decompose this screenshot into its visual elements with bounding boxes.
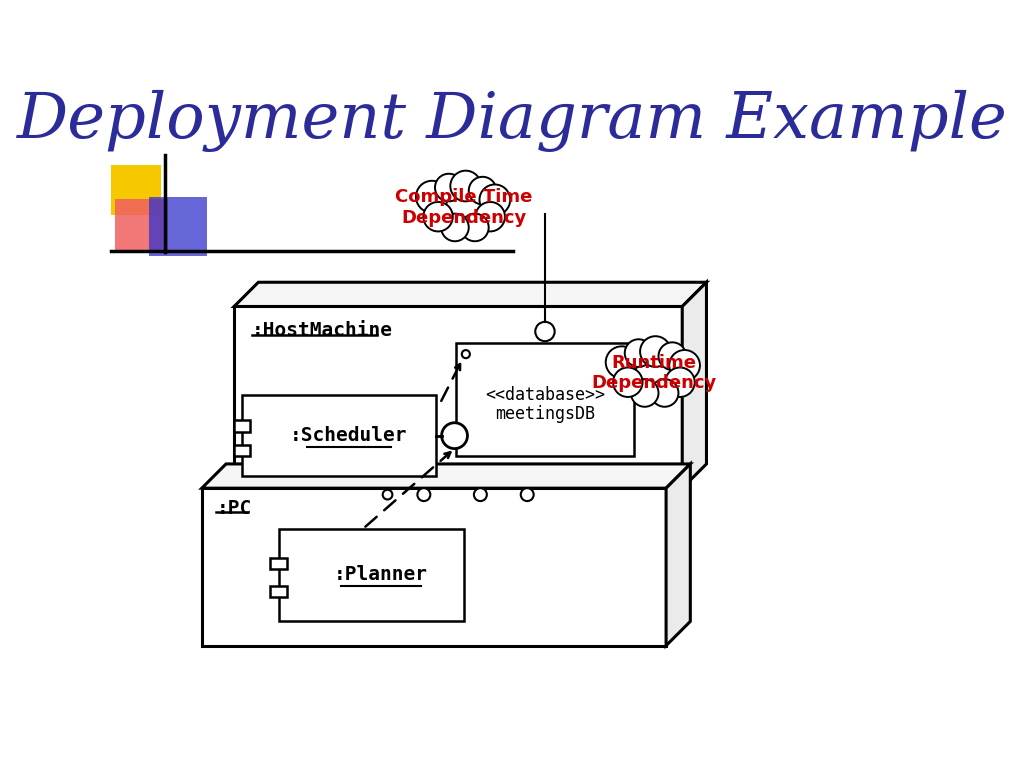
Circle shape <box>383 490 392 499</box>
Circle shape <box>613 368 642 397</box>
Circle shape <box>670 350 700 381</box>
Circle shape <box>451 170 481 201</box>
Polygon shape <box>270 558 287 570</box>
Circle shape <box>606 346 638 378</box>
Circle shape <box>441 422 468 449</box>
Polygon shape <box>456 343 634 456</box>
Polygon shape <box>234 306 682 488</box>
Text: Runtime
Dependency: Runtime Dependency <box>591 353 717 392</box>
Text: :Scheduler: :Scheduler <box>290 426 408 445</box>
Circle shape <box>416 180 447 213</box>
Text: Compile Time
Dependency: Compile Time Dependency <box>395 188 532 227</box>
Text: :HostMachine: :HostMachine <box>252 321 393 340</box>
Polygon shape <box>202 464 690 488</box>
Circle shape <box>441 214 469 241</box>
Polygon shape <box>202 488 666 646</box>
Circle shape <box>651 379 679 407</box>
Circle shape <box>418 488 430 501</box>
Circle shape <box>625 339 652 367</box>
Circle shape <box>423 202 453 231</box>
Polygon shape <box>279 528 464 621</box>
Text: <<database>>: <<database>> <box>485 386 605 404</box>
Text: :PC: :PC <box>216 499 252 518</box>
Bar <box>111 165 161 215</box>
Polygon shape <box>242 396 436 476</box>
Text: :Planner: :Planner <box>334 565 428 584</box>
Circle shape <box>658 343 686 370</box>
Polygon shape <box>666 464 690 646</box>
Polygon shape <box>234 420 250 432</box>
Text: meetingsDB: meetingsDB <box>495 405 595 423</box>
Circle shape <box>461 214 488 241</box>
Circle shape <box>436 178 492 233</box>
Circle shape <box>475 202 505 231</box>
Circle shape <box>479 184 510 215</box>
Circle shape <box>521 488 534 501</box>
Circle shape <box>666 368 694 397</box>
Circle shape <box>627 344 682 399</box>
Polygon shape <box>270 586 287 598</box>
Polygon shape <box>234 283 707 306</box>
Polygon shape <box>234 445 250 456</box>
Circle shape <box>631 379 658 407</box>
Circle shape <box>462 350 470 358</box>
Bar <box>150 197 208 256</box>
Circle shape <box>536 322 555 341</box>
Bar <box>116 199 168 252</box>
Circle shape <box>435 174 463 201</box>
Text: Deployment Diagram Example: Deployment Diagram Example <box>17 90 1008 152</box>
Circle shape <box>469 177 497 204</box>
Polygon shape <box>682 283 707 488</box>
Circle shape <box>640 336 671 367</box>
Circle shape <box>474 488 486 501</box>
